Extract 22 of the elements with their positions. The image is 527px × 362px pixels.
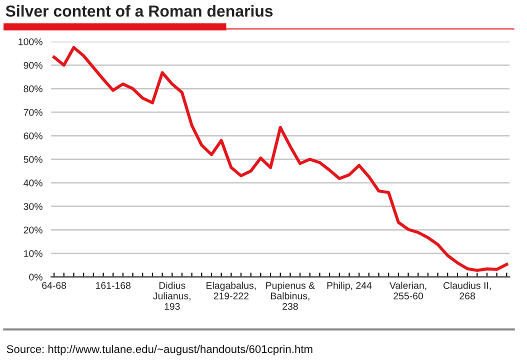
x-tick-label: Didius Julianus, 193 xyxy=(153,282,190,310)
x-tick-label: 161-168 xyxy=(96,282,131,289)
y-tick-label: 60% xyxy=(24,132,42,140)
y-tick-label: 70% xyxy=(24,108,42,116)
y-tick-label: 0% xyxy=(29,274,42,281)
y-tick-label: 50% xyxy=(24,156,42,163)
y-tick-label: 80% xyxy=(24,85,42,92)
y-tick-label: 90% xyxy=(24,62,42,69)
y-tick-label: 100% xyxy=(18,38,42,46)
y-tick-label: 40% xyxy=(24,180,42,186)
x-tick-label: Philip, 244 xyxy=(327,282,372,291)
x-tick-label: Claudius II, 268 xyxy=(443,282,491,300)
x-tick-label: Pupienus & Balbinus, 238 xyxy=(266,282,315,310)
y-tick-label: 10% xyxy=(24,250,42,258)
x-tick-label: Valerian, 255-60 xyxy=(389,282,426,300)
line-series xyxy=(52,46,508,272)
source-note: Source: http://www.tulane.edu/~august/handouts/601cprin.htm xyxy=(6,344,312,356)
y-tick-label: 20% xyxy=(24,226,42,234)
x-tick-label: Elagabalus, 219-222 xyxy=(206,282,256,300)
x-tick-label: 64-68 xyxy=(42,282,66,289)
y-tick-label: 30% xyxy=(24,203,42,210)
chart-title: Silver content of a Roman denarius xyxy=(6,5,273,17)
